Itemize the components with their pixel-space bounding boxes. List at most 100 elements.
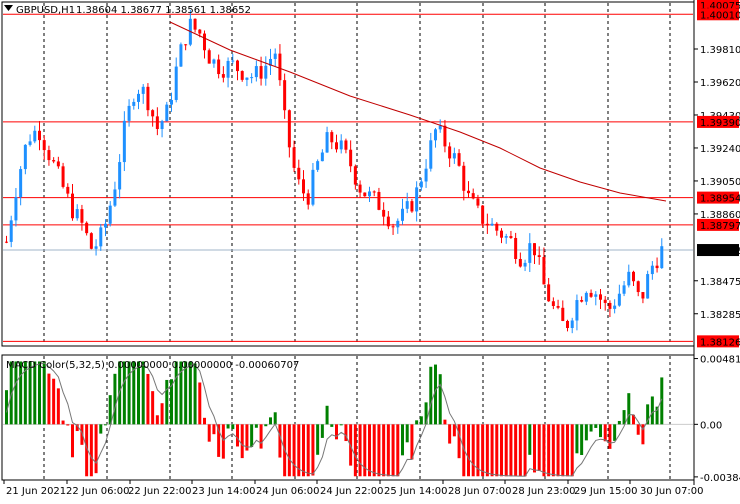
bear-candle [217, 59, 221, 75]
price-badge-label: 1.40010 [700, 10, 740, 21]
bull-candle [646, 274, 650, 299]
macd-bar-down [75, 424, 79, 432]
macd-bar-up [320, 424, 324, 438]
bear-candle [580, 300, 584, 302]
bull-candle [504, 236, 508, 238]
macd-bar-down [160, 403, 164, 425]
macd-bar-down [311, 424, 315, 476]
macd-bar-up [127, 361, 131, 425]
candles [5, 10, 664, 334]
bear-candle [353, 166, 357, 185]
macd-bar-up [660, 377, 664, 425]
macd-bar-down [344, 424, 348, 442]
bear-candle [514, 237, 518, 259]
price-badge-label: 1.38954 [700, 194, 740, 205]
bear-candle [382, 209, 386, 217]
bull-candle [231, 60, 235, 62]
bull-candle [419, 181, 423, 188]
macd-tick-label: 0.0048125 [700, 355, 740, 366]
macd-bar-down [386, 424, 390, 477]
macd-bar-up [419, 416, 423, 425]
bear-candle [287, 110, 291, 148]
price-badge-label: 1.38652 [700, 246, 740, 257]
macd-bar-down [292, 424, 296, 477]
macd-bar-down [151, 391, 155, 425]
macd-bar-down [245, 424, 249, 451]
macd-bar-up [122, 361, 126, 425]
price-tick-label: 1.39620 [700, 78, 740, 89]
macd-bar-down [537, 424, 541, 472]
bull-candle [339, 140, 343, 150]
price-top-label: 1.40075 [700, 1, 740, 12]
time-label: 29 Jun 15:00 [574, 486, 638, 497]
bull-candle [250, 77, 254, 79]
bull-candle [401, 208, 404, 221]
ohlc-values: 1.38604 1.38677 1.38561 1.38652 [76, 5, 251, 16]
macd-bar-up [137, 361, 140, 425]
price-badge [697, 335, 739, 348]
macd-bar-up [438, 374, 442, 425]
bull-candle [316, 161, 320, 170]
macd-bar-up [575, 424, 579, 454]
macd-bar-down [457, 424, 461, 459]
bull-candle [320, 152, 324, 162]
bull-candle [245, 77, 249, 80]
macd-bar-down [47, 373, 51, 425]
bull-candle [99, 227, 103, 247]
bull-candle [415, 187, 419, 212]
bull-candle [118, 162, 122, 190]
macd-bar-down [566, 424, 569, 477]
macd-bar-up [193, 363, 197, 425]
bear-candle [547, 284, 551, 302]
bear-candle [551, 301, 555, 306]
macd-bar-down [278, 424, 282, 458]
macd-tick-label: 0.00 [700, 420, 722, 431]
bear-candle [85, 222, 89, 234]
bear-candle [391, 226, 395, 228]
macd-bar-down [471, 424, 475, 477]
bear-candle [80, 209, 84, 223]
bear-candle [193, 18, 197, 30]
time-label: 28 Jun 07:00 [448, 486, 512, 497]
bear-candle [655, 265, 659, 269]
macd-bar-down [514, 424, 518, 477]
macd-bar-down [410, 424, 414, 460]
macd-bar-down [523, 424, 527, 477]
time-label: 24 Jun 22:00 [320, 486, 384, 497]
bull-candle [19, 169, 23, 198]
macd-bar-up [250, 424, 254, 447]
macd-bar-down [363, 424, 367, 477]
time-label: 22 Jun 22:00 [128, 486, 192, 497]
macd-bar-up [5, 390, 8, 425]
bear-candle [278, 53, 282, 81]
macd-bar-up [174, 361, 178, 425]
macd-bar-up [38, 361, 41, 425]
macd-bar-up [254, 424, 258, 428]
bull-candle [127, 105, 131, 121]
macd-histogram [3, 361, 693, 477]
bear-candle [603, 299, 607, 303]
macd-bar-up [330, 424, 334, 427]
macd-bar-up [269, 417, 272, 425]
bull-candle [523, 262, 527, 267]
macd-bar-up [617, 420, 621, 425]
bull-candle [141, 86, 145, 94]
bear-candle [476, 198, 480, 206]
bull-candle [122, 120, 126, 163]
macd-bar-down [636, 424, 640, 435]
bull-candle [622, 285, 626, 294]
macd-bar-down [495, 424, 499, 477]
macd-bar-down [504, 424, 508, 477]
macd-bar-up [424, 402, 428, 425]
bear-candle [566, 320, 569, 329]
bull-candle [75, 209, 79, 219]
bull-candle [254, 66, 258, 78]
bear-candle [151, 110, 155, 117]
bear-candle [556, 305, 560, 308]
macd-bar-down [608, 424, 612, 449]
bull-candle [170, 99, 173, 105]
macd-bar-up [655, 406, 659, 425]
bull-candle [269, 58, 272, 66]
